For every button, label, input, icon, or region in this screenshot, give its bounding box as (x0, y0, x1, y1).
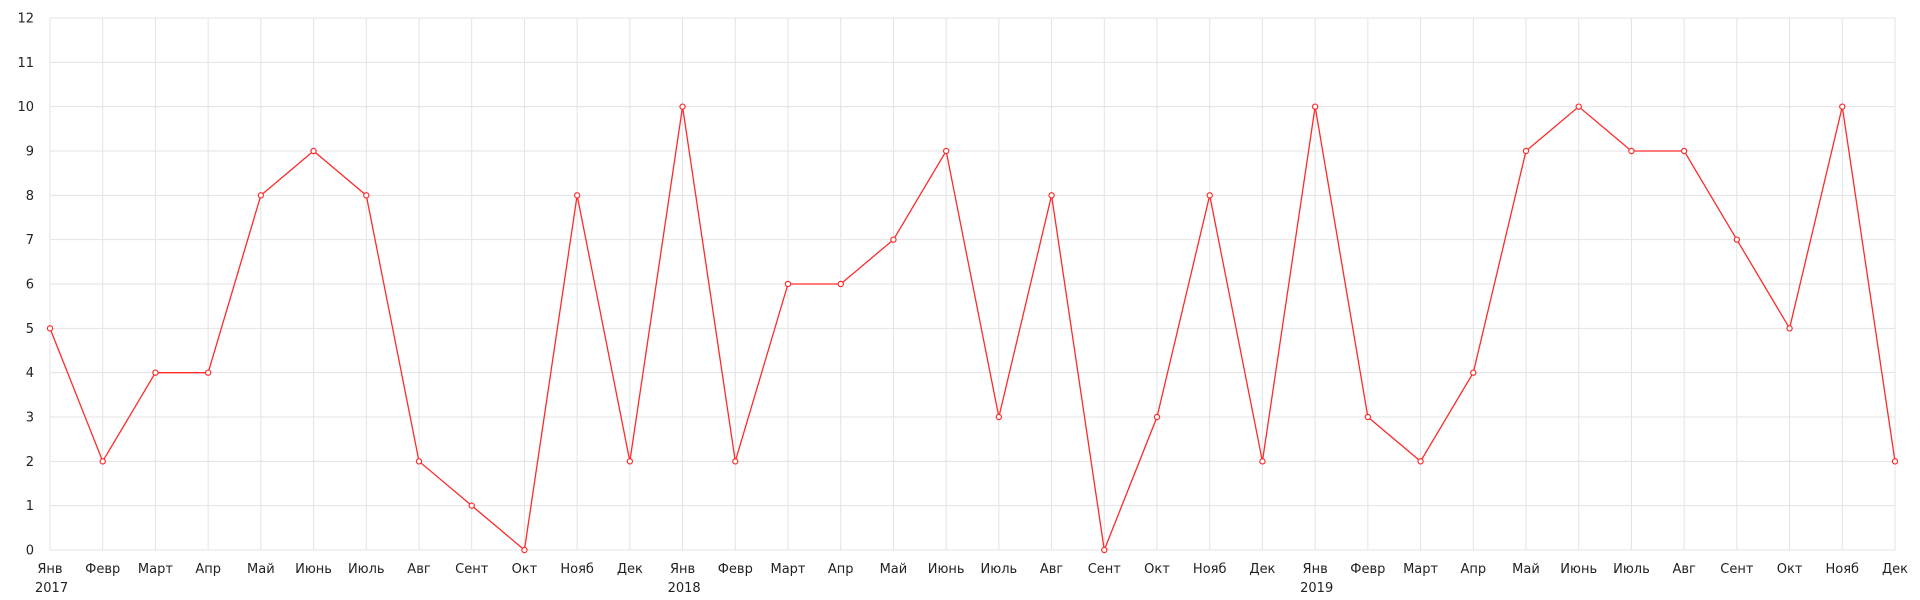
data-point (152, 369, 159, 376)
data-point (468, 502, 475, 509)
data-point (573, 192, 581, 199)
x-tick-label: Июль (981, 562, 1018, 577)
y-tick-label: 7 (26, 233, 34, 248)
y-tick-label: 3 (26, 411, 34, 426)
x-tick-label: Февр (1350, 562, 1385, 577)
data-point (1628, 147, 1635, 155)
x-tick-label: Апр (828, 562, 854, 577)
x-tick-label: Май (880, 562, 908, 577)
data-point (890, 236, 897, 243)
x-tick-label: Дек (1882, 562, 1908, 577)
x-tick-label: Февр (718, 562, 753, 577)
data-point (1311, 103, 1319, 110)
x-tick-label: Нояб (1193, 562, 1227, 577)
data-point (1786, 325, 1793, 332)
data-point (837, 280, 844, 288)
x-tick-label: Дек (1249, 562, 1275, 577)
y-tick-label: 8 (26, 189, 34, 204)
data-point (257, 192, 265, 199)
x-tick-label: Июнь (928, 562, 965, 577)
y-tick-label: 10 (17, 100, 34, 115)
x-tick-label: Янв (37, 562, 62, 577)
y-tick-label: 0 (26, 544, 34, 559)
data-point (1364, 413, 1372, 421)
x-tick-label: Окт (512, 562, 538, 577)
data-point (1259, 458, 1266, 465)
x-tick-label: Март (770, 562, 805, 577)
data-point (521, 546, 528, 554)
data-point (1839, 103, 1846, 110)
x-year-label: 2018 (668, 581, 701, 596)
x-tick-label: Дек (617, 562, 643, 577)
data-point (1575, 103, 1582, 110)
data-point (363, 192, 370, 199)
y-tick-label: 2 (26, 455, 34, 470)
x-tick-label: Сент (1088, 562, 1122, 577)
x-tick-label: Сент (1720, 562, 1754, 577)
x-tick-label: Авг (407, 562, 431, 577)
data-point (415, 458, 423, 465)
x-tick-label: Нояб (560, 562, 594, 577)
x-tick-label: Нояб (1825, 562, 1859, 577)
data-point (1417, 458, 1424, 465)
data-point (1206, 192, 1213, 199)
x-tick-label: Июль (1613, 562, 1650, 577)
data-point (46, 325, 54, 332)
data-point (732, 458, 739, 465)
y-tick-label: 9 (26, 145, 34, 160)
x-tick-label: Март (1403, 562, 1438, 577)
y-tick-label: 5 (26, 322, 34, 337)
y-tick-label: 11 (17, 56, 34, 71)
x-tick-label: Апр (195, 562, 221, 577)
grid-layer (49, 17, 1896, 551)
x-tick-label: Март (138, 562, 173, 577)
data-point (784, 280, 792, 288)
data-point (1048, 192, 1055, 199)
x-tick-label: Май (247, 562, 275, 577)
data-point (1153, 413, 1161, 421)
x-tick-label: Авг (1040, 562, 1064, 577)
x-tick-label: Сент (455, 562, 489, 577)
data-point (1522, 147, 1530, 155)
x-axis: Янв Февр Март Апр Май Июнь Июль Авг Сент Окт Нояб Д… (35, 562, 1908, 596)
data-point (679, 103, 686, 110)
x-year-label: 2019 (1300, 581, 1333, 596)
y-tick-label: 12 (17, 12, 34, 27)
x-tick-label: Июль (348, 562, 385, 577)
series-layer (46, 103, 1899, 554)
data-point (995, 413, 1003, 421)
data-point (626, 458, 634, 465)
data-point (942, 147, 950, 155)
data-point (99, 458, 106, 465)
data-point (1470, 369, 1477, 376)
data-point (204, 369, 212, 376)
x-tick-label: Май (1512, 562, 1540, 577)
y-tick-label: 1 (26, 499, 34, 514)
x-tick-label: Апр (1460, 562, 1486, 577)
x-tick-label: Янв (670, 562, 695, 577)
data-point (1733, 236, 1741, 243)
data-point (310, 147, 317, 155)
x-tick-label: Окт (1777, 562, 1803, 577)
x-tick-label: Авг (1672, 562, 1696, 577)
data-point (1101, 546, 1108, 554)
series-line (49, 105, 1896, 553)
x-tick-label: Июнь (295, 562, 332, 577)
data-point (1680, 147, 1688, 155)
x-tick-label: Окт (1144, 562, 1170, 577)
x-tick-label: Янв (1303, 562, 1328, 577)
x-tick-label: Июнь (1560, 562, 1597, 577)
x-tick-label: Февр (85, 562, 120, 577)
y-tick-label: 4 (26, 366, 34, 381)
data-point (1891, 458, 1899, 465)
x-year-label: 2017 (35, 581, 68, 596)
y-tick-label: 6 (26, 278, 34, 293)
